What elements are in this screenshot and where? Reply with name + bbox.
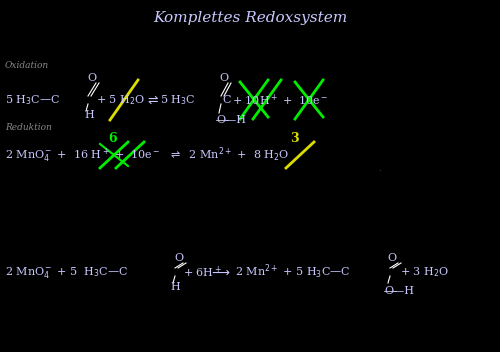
Text: O: O — [220, 73, 228, 83]
Text: Komplettes Redoxsystem: Komplettes Redoxsystem — [153, 11, 347, 25]
Text: O—H: O—H — [216, 115, 246, 125]
Text: H: H — [170, 282, 180, 292]
Text: O—H: O—H — [384, 286, 414, 296]
Text: 5 H$_3$C—C: 5 H$_3$C—C — [5, 93, 60, 107]
Text: 2 MnO$_4^-$ +  16 H$^+$ +  10e$^-$  $\rightleftharpoons$  2 Mn$^{2+}$ +  8 H$_2$: 2 MnO$_4^-$ + 16 H$^+$ + 10e$^-$ $\right… — [5, 145, 289, 165]
Text: 5 H$_3$C: 5 H$_3$C — [160, 93, 196, 107]
Text: $\longrightarrow$: $\longrightarrow$ — [209, 265, 231, 278]
Text: + 5 H$_2$O: + 5 H$_2$O — [96, 93, 145, 107]
Text: $\rightleftharpoons$: $\rightleftharpoons$ — [145, 94, 159, 107]
Text: C: C — [222, 95, 230, 105]
Text: 2 MnO$_4^-$ + 5  H$_3$C—C: 2 MnO$_4^-$ + 5 H$_3$C—C — [5, 264, 128, 279]
Text: + 10H$^+$ +  10e$^-$: + 10H$^+$ + 10e$^-$ — [232, 92, 328, 108]
Text: 2 Mn$^{2+}$ + 5 H$_3$C—C: 2 Mn$^{2+}$ + 5 H$_3$C—C — [235, 263, 350, 281]
Text: .: . — [378, 165, 380, 173]
Text: 3: 3 — [290, 132, 298, 145]
Text: Oxidation: Oxidation — [5, 61, 49, 69]
Text: O: O — [388, 253, 396, 263]
Text: H: H — [84, 110, 94, 120]
Text: Reduktion: Reduktion — [5, 124, 52, 132]
Text: + 3 H$_2$O: + 3 H$_2$O — [400, 265, 449, 279]
Text: O: O — [88, 73, 96, 83]
Text: 6: 6 — [108, 132, 116, 145]
Text: + 6H$^+$: + 6H$^+$ — [183, 264, 222, 279]
Text: O: O — [174, 253, 184, 263]
